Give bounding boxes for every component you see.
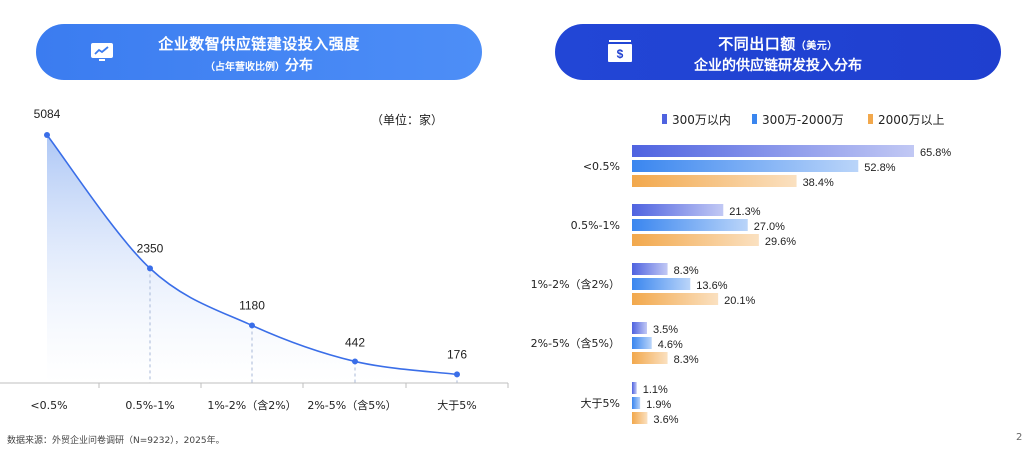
data-source-note: 数据来源：外贸企业问卷调研（N=9232），2025年。 xyxy=(7,436,225,446)
bar xyxy=(632,412,648,424)
x-tick-label: 2%-5%（含5%） xyxy=(307,398,396,412)
area-chart: 5084 <0.5% 2350 0.5%-1% 1180 1%-2%（含2%） 442 2%-… xyxy=(0,107,509,412)
bar-value-label: 8.3% xyxy=(674,265,699,277)
bar-value-label: 13.6% xyxy=(696,280,727,292)
legend-label: 2000万以上 xyxy=(878,113,945,127)
unit-label: （单位：家） xyxy=(371,113,444,127)
left-chart-title-line2: （占年营收比例）分布 xyxy=(36,55,482,75)
bar xyxy=(632,204,724,216)
area-fill xyxy=(47,135,457,383)
bar xyxy=(632,382,637,394)
data-point xyxy=(249,322,255,329)
bar xyxy=(632,278,691,290)
y-category-label: 2%-5%（含5%） xyxy=(531,336,620,350)
bar xyxy=(632,234,759,246)
page-number: 2 xyxy=(1016,432,1023,443)
data-point xyxy=(147,265,153,272)
bar xyxy=(632,175,797,187)
bar-value-label: 65.8% xyxy=(920,147,951,159)
bar xyxy=(632,263,668,275)
x-tick-label: 大于5% xyxy=(437,398,476,412)
right-chart-title-line1: 不同出口额（美元） xyxy=(555,33,1001,54)
bar-value-label: 1.1% xyxy=(643,384,668,396)
left-chart-header: 企业数智供应链建设投入强度 （占年营收比例）分布 xyxy=(36,24,482,80)
left-chart-title-paren: （占年营收比例） xyxy=(205,62,285,73)
bar xyxy=(632,293,719,305)
legend-swatch xyxy=(752,114,757,124)
svg-text:$: $ xyxy=(617,47,624,61)
data-point xyxy=(44,132,50,138)
bar-value-label: 21.3% xyxy=(729,206,760,218)
legend-label: 300万以内 xyxy=(672,113,731,127)
legend-swatch xyxy=(662,114,667,124)
bar-value-label: 4.6% xyxy=(658,339,683,351)
x-tick-label: <0.5% xyxy=(30,399,67,412)
left-chart-title-line1: 企业数智供应链建设投入强度 xyxy=(158,35,360,53)
x-tick-label: 0.5%-1% xyxy=(125,399,174,412)
bar-value-label: 8.3% xyxy=(674,354,699,366)
bar xyxy=(632,160,859,172)
bar-value-label: 52.8% xyxy=(864,162,895,174)
bar xyxy=(632,352,668,364)
data-label: 1180 xyxy=(239,298,265,312)
data-label: 2350 xyxy=(137,241,164,255)
right-chart-title-paren: （美元） xyxy=(795,41,838,52)
data-point xyxy=(352,358,358,365)
right-chart-header: $ 不同出口额（美元） 企业的供应链研发投入分布 xyxy=(555,24,1001,80)
bar-value-label: 3.5% xyxy=(653,324,678,336)
bar-value-label: 1.9% xyxy=(646,399,671,411)
data-label: 176 xyxy=(447,347,467,361)
bar-value-label: 38.4% xyxy=(803,177,834,189)
bar xyxy=(632,145,914,157)
bar-chart: 300万以内 300万-2000万 2000万以上 <0.5% 65.8% 52.8% 38… xyxy=(531,113,952,426)
bar-value-label: 27.0% xyxy=(754,221,785,233)
data-label: 5084 xyxy=(34,107,61,121)
y-category-label: 0.5%-1% xyxy=(571,219,620,232)
bar-value-label: 3.6% xyxy=(653,414,678,426)
right-chart-title-main: 不同出口额 xyxy=(718,35,796,53)
y-category-label: 1%-2%（含2%） xyxy=(531,277,620,291)
bar xyxy=(632,397,641,409)
bar xyxy=(632,219,748,231)
legend-label: 300万-2000万 xyxy=(762,113,844,127)
bar-value-label: 20.1% xyxy=(724,295,755,307)
x-tick-label: 1%-2%（含2%） xyxy=(207,398,296,412)
bar-value-label: 29.6% xyxy=(765,236,796,248)
bar xyxy=(632,337,652,349)
right-chart-title-line2: 企业的供应链研发投入分布 xyxy=(694,58,862,74)
trend-line xyxy=(46,134,458,376)
monitor-chart-icon xyxy=(88,38,116,66)
money-icon: $ xyxy=(605,37,633,65)
y-category-label: <0.5% xyxy=(583,160,620,173)
legend-swatch xyxy=(868,114,873,124)
data-label: 442 xyxy=(345,335,365,349)
y-category-label: 大于5% xyxy=(581,396,620,410)
bar xyxy=(632,322,647,334)
data-point xyxy=(454,371,460,378)
left-chart-title-main: 分布 xyxy=(285,58,313,74)
